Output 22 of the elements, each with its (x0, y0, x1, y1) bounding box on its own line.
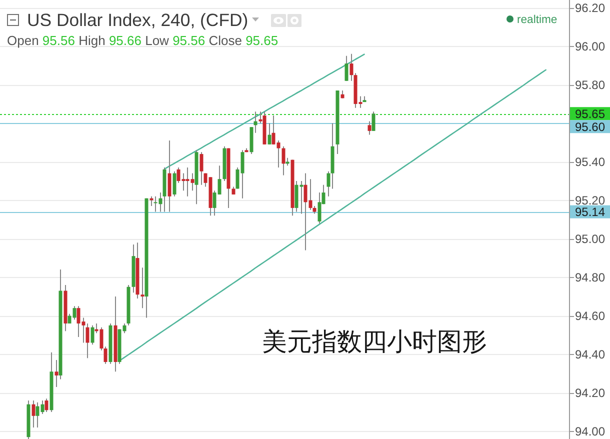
y-tick-label: 94.00 (575, 424, 606, 438)
caption: 美元指数四小时图形 (262, 328, 487, 356)
title: US Dollar Index, 240, (CFD) (27, 10, 248, 30)
ref-line-label: 95.60 (575, 120, 606, 134)
annotation: realtime (517, 14, 558, 26)
y-tick-label: 94.60 (575, 308, 606, 323)
y-tick-label: 96.00 (575, 39, 606, 54)
y-tick-label: 95.80 (575, 78, 606, 92)
price-tag: 95.65 (570, 106, 610, 121)
y-tick-label: 96.20 (575, 0, 606, 15)
y-tick-label: 94.20 (575, 386, 606, 400)
y-tick-label: 95.20 (575, 193, 606, 208)
price-tag: 95.60 (570, 120, 610, 134)
price-tag: 95.14 (570, 205, 610, 219)
status: realtime (506, 14, 558, 26)
y-tick-label: 95.40 (575, 154, 606, 169)
ref-line-label: 95.14 (575, 205, 606, 219)
y-tick-label: 94.40 (575, 347, 606, 362)
subtitle: Open 95.56 High 95.66 Low 95.56 Close 95.65 (7, 33, 278, 48)
y-tick-label: 94.80 (575, 270, 606, 284)
ref-line-label: 95.65 (575, 106, 606, 121)
y-tick-label: 95.00 (575, 232, 606, 246)
